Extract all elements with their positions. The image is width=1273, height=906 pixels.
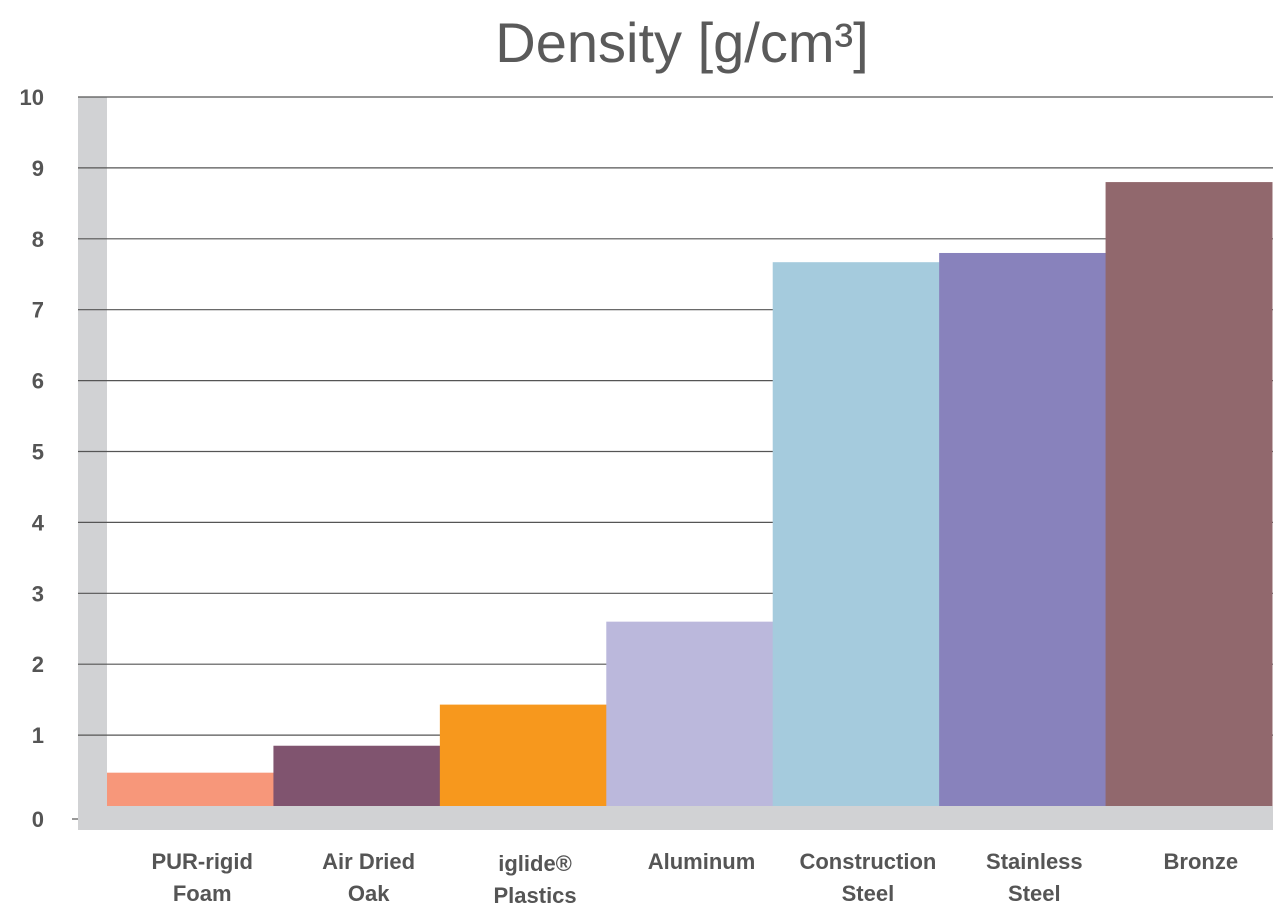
bar-5	[939, 252, 1107, 807]
y-tick-label-4: 4	[32, 510, 45, 535]
y-tick-label-0: 0	[32, 807, 44, 832]
chart-title: Density [g/cm³]	[495, 11, 868, 74]
bars	[107, 182, 1273, 807]
x-tick-label-1: Air Dried Oak	[322, 849, 415, 906]
x-tick-label-0: PUR-rigid Foam	[151, 849, 252, 906]
x-tick-label-3: Aluminum	[648, 849, 756, 874]
y-tick-label-1: 1	[32, 723, 44, 748]
bar-4	[772, 262, 940, 806]
y-tick-label-6: 6	[32, 369, 44, 394]
bar-3	[606, 621, 774, 806]
y-tick-label-10: 10	[20, 85, 44, 110]
x-axis-floor	[78, 806, 1273, 830]
y-tick-label-9: 9	[32, 156, 44, 181]
bar-1	[273, 745, 441, 806]
bar-6	[1105, 182, 1273, 806]
x-axis-labels: PUR-rigid Foam Air Dried Oak iglide® Plastics…	[151, 849, 1238, 906]
gridlines	[72, 96, 1273, 820]
y-tick-label-8: 8	[32, 227, 44, 252]
y-axis-ticks: 0 1 2 3 4 5 6 7 8 9 10	[20, 85, 45, 832]
y-axis-wall	[78, 97, 107, 830]
x-tick-label-4: Construction Steel	[799, 849, 936, 906]
y-tick-label-5: 5	[32, 440, 44, 465]
bar-2	[439, 704, 607, 806]
x-tick-label-5: Stainless Steel	[986, 849, 1083, 906]
y-tick-label-2: 2	[32, 652, 44, 677]
y-tick-label-3: 3	[32, 581, 44, 606]
bar-0	[107, 772, 274, 806]
x-tick-label-6: Bronze	[1164, 849, 1239, 874]
x-tick-label-2: iglide® Plastics	[493, 851, 576, 906]
y-tick-label-7: 7	[32, 298, 44, 323]
